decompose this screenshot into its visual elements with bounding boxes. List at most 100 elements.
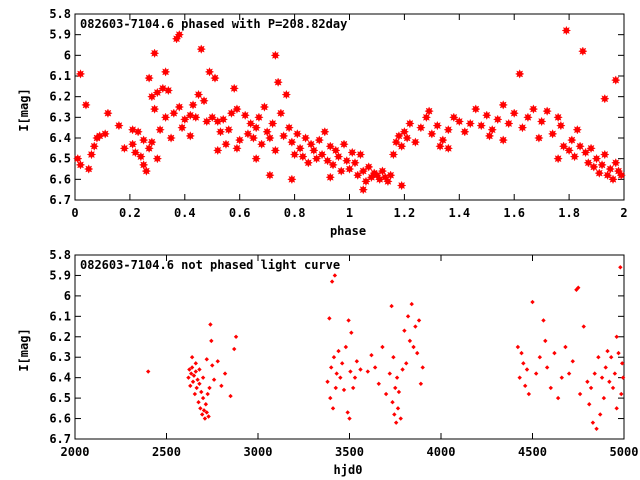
data-point <box>196 44 206 54</box>
data-point <box>418 381 424 386</box>
data-point <box>528 104 539 114</box>
data-point <box>402 133 412 143</box>
data-point <box>193 361 198 366</box>
data-point <box>411 344 416 350</box>
y-tick-label: 6.2 <box>49 330 71 344</box>
data-point <box>533 371 539 376</box>
data-point <box>586 143 596 154</box>
data-point <box>400 367 405 372</box>
data-point <box>547 129 558 139</box>
data-point <box>199 96 209 106</box>
data-point <box>410 137 421 147</box>
x-tick-label: 0.6 <box>229 206 251 220</box>
y-tick-label: 6 <box>64 289 71 303</box>
data-point <box>558 141 569 151</box>
data-point <box>574 287 579 292</box>
data-point <box>155 125 165 135</box>
data-point <box>267 118 278 129</box>
data-point <box>405 314 411 319</box>
data-point <box>265 170 275 180</box>
phased-chart-title: 082603-7104.6 phased with P=208.82day <box>80 17 347 31</box>
data-point <box>390 400 395 405</box>
x-tick-label: 0.2 <box>119 206 141 220</box>
data-point <box>130 147 141 158</box>
data-point <box>149 48 160 58</box>
data-point <box>598 412 603 417</box>
data-point <box>352 375 358 380</box>
data-point <box>127 125 138 135</box>
data-point <box>567 135 577 145</box>
data-point <box>600 94 610 104</box>
data-point <box>576 285 581 290</box>
data-point <box>601 395 607 401</box>
data-point <box>256 139 267 149</box>
data-point <box>206 414 211 419</box>
data-point <box>526 391 532 397</box>
data-point <box>187 367 192 372</box>
data-point <box>194 385 199 391</box>
data-point <box>614 406 619 411</box>
data-point <box>608 174 618 185</box>
data-point <box>597 160 607 170</box>
data-point <box>100 129 110 139</box>
data-point <box>443 143 454 154</box>
y-tick-label: 5.8 <box>49 248 71 262</box>
data-point <box>333 385 338 391</box>
y-tick-label: 6.5 <box>49 391 71 405</box>
data-point <box>616 350 621 356</box>
data-point <box>329 365 334 370</box>
data-point <box>192 391 198 397</box>
data-point <box>193 89 204 100</box>
unphased-x-axis-label: hjd0 <box>334 463 363 477</box>
data-point <box>542 106 552 116</box>
data-point <box>144 143 154 154</box>
data-point <box>298 151 308 162</box>
data-point <box>347 416 352 421</box>
data-point <box>163 85 174 96</box>
data-point <box>383 391 389 397</box>
x-tick-label: 0 <box>71 206 78 220</box>
phased-x-axis-label: phase <box>330 224 366 238</box>
data-point <box>346 318 351 323</box>
data-point <box>519 350 524 356</box>
x-tick-label: 1.4 <box>448 206 470 220</box>
y-tick-label: 6.3 <box>49 350 71 364</box>
data-point <box>270 145 281 156</box>
data-point <box>402 328 407 333</box>
data-point <box>248 133 259 143</box>
data-point <box>347 147 357 158</box>
data-point <box>210 363 215 368</box>
data-point <box>611 75 621 85</box>
data-point <box>103 108 113 118</box>
data-point <box>339 139 349 149</box>
data-point <box>583 158 594 168</box>
data-point <box>210 73 220 83</box>
unphased-chart-title: 082603-7104.6 not phased light curve <box>80 258 340 272</box>
data-point <box>592 371 597 376</box>
data-point <box>232 143 242 154</box>
data-point <box>407 338 413 344</box>
data-point <box>534 133 544 143</box>
data-point <box>396 141 407 151</box>
x-tick-label: 4000 <box>427 445 456 459</box>
y-tick-label: 6.4 <box>49 371 71 385</box>
data-point <box>589 162 599 172</box>
data-point <box>599 375 605 380</box>
data-point <box>329 279 335 284</box>
data-point <box>389 303 394 309</box>
x-tick-label: 0.4 <box>174 206 196 220</box>
data-point <box>555 395 561 401</box>
x-tick-label: 2000 <box>61 445 90 459</box>
data-point <box>325 379 330 384</box>
data-point <box>612 371 618 376</box>
x-tick-label: 1.2 <box>394 206 416 220</box>
data-point <box>543 338 548 344</box>
data-point <box>233 334 239 339</box>
y-tick-label: 6.1 <box>49 309 71 323</box>
data-point <box>391 355 396 360</box>
data-point <box>509 108 519 118</box>
data-point <box>354 359 360 364</box>
data-point <box>394 375 400 380</box>
data-point <box>169 108 179 118</box>
